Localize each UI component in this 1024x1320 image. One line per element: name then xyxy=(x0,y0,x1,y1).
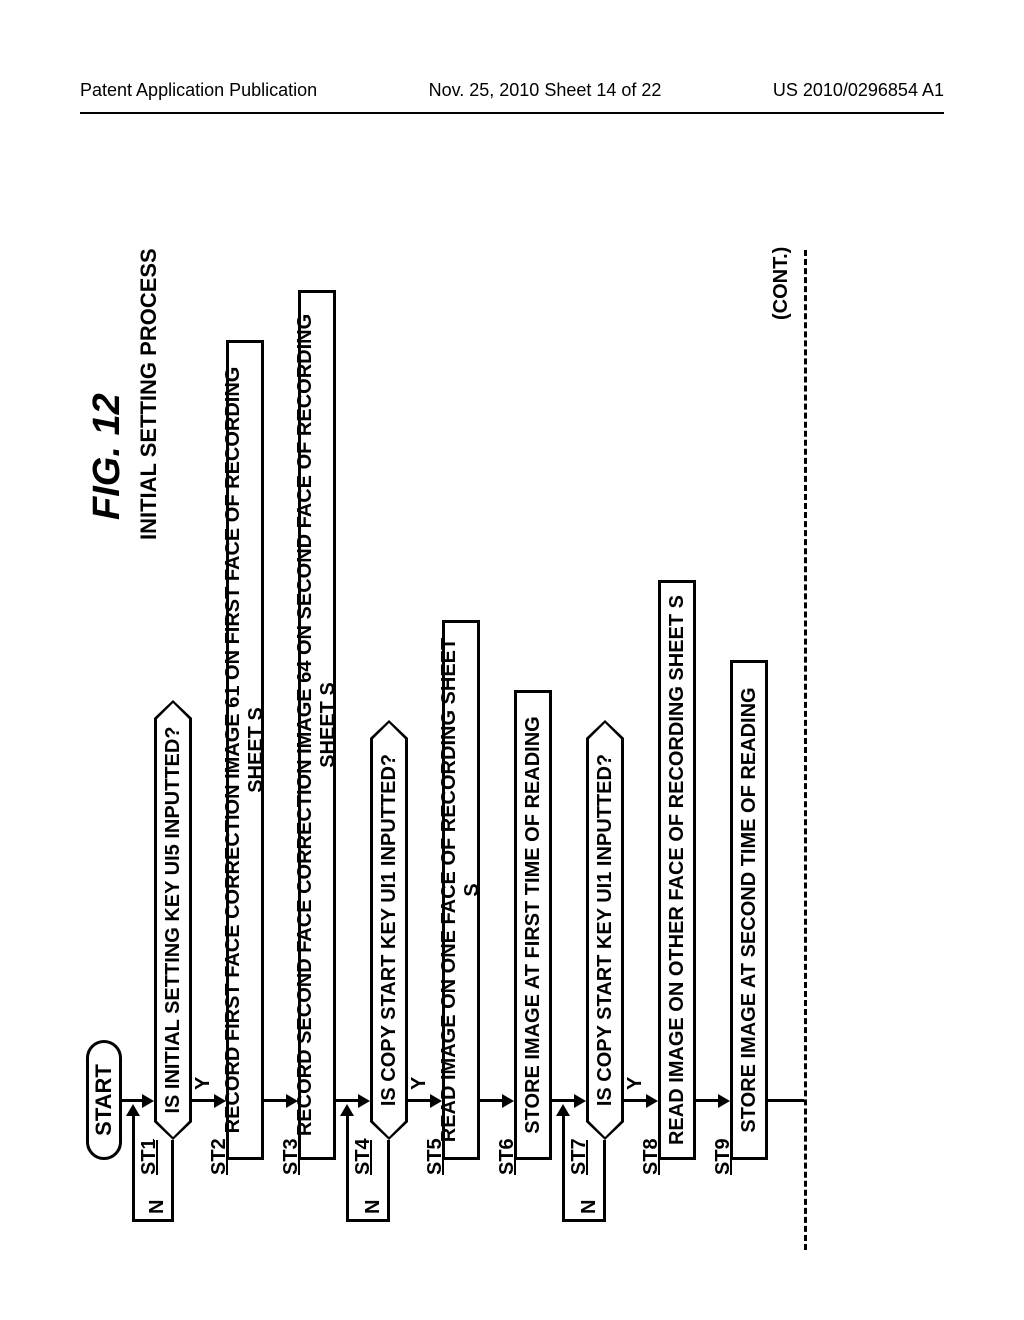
branch-y-st1: Y xyxy=(192,1077,215,1090)
connector xyxy=(387,1140,390,1222)
arrow-icon xyxy=(502,1094,514,1108)
arrow-icon xyxy=(358,1094,370,1108)
header-left: Patent Application Publication xyxy=(80,80,317,101)
decision-st7-text: IS COPY START KEY UI1 INPUTTED? xyxy=(594,754,617,1106)
connector xyxy=(552,1099,576,1102)
process-st9: STORE IMAGE AT SECOND TIME OF READING xyxy=(730,660,768,1160)
decision-st4-text: IS COPY START KEY UI1 INPUTTED? xyxy=(378,754,401,1106)
header-rule xyxy=(80,112,944,114)
connector xyxy=(171,1140,174,1222)
arrow-icon xyxy=(340,1104,354,1116)
step-label-st4: ST4 xyxy=(352,1138,375,1175)
connector xyxy=(336,1099,360,1102)
continuation-label: (CONT.) xyxy=(770,247,793,320)
decision-st1-text: IS INITIAL SETTING KEY UI5 INPUTTED? xyxy=(162,726,185,1113)
connector xyxy=(132,1114,135,1222)
figure-title: FIG. 12 xyxy=(86,393,129,520)
connector xyxy=(192,1099,216,1102)
process-st5-text: READ IMAGE ON ONE FACE OF RECORDING SHEE… xyxy=(438,633,484,1147)
start-label: START xyxy=(91,1064,117,1136)
branch-y-st4: Y xyxy=(408,1077,431,1090)
decision-st7: IS COPY START KEY UI1 INPUTTED? xyxy=(586,720,624,1140)
diagram-wrap: FIG. 12 INITIAL SETTING PROCESS START ST… xyxy=(80,180,944,1280)
connector xyxy=(562,1219,606,1222)
connector xyxy=(768,1099,804,1102)
process-st8: READ IMAGE ON OTHER FACE OF RECORDING SH… xyxy=(658,580,696,1160)
connector xyxy=(624,1099,648,1102)
connector xyxy=(264,1099,288,1102)
arrow-icon xyxy=(126,1104,140,1116)
connector xyxy=(346,1114,349,1222)
branch-n-st7: N xyxy=(578,1200,601,1214)
page-header: Patent Application Publication Nov. 25, … xyxy=(80,80,944,101)
step-label-st1: ST1 xyxy=(138,1138,161,1175)
flowchart: FIG. 12 INITIAL SETTING PROCESS START ST… xyxy=(80,180,944,1280)
connector xyxy=(408,1099,432,1102)
connector xyxy=(132,1219,174,1222)
header-right: US 2010/0296854 A1 xyxy=(773,80,944,101)
continuation-divider xyxy=(804,250,807,1250)
page: Patent Application Publication Nov. 25, … xyxy=(0,0,1024,1320)
arrow-icon xyxy=(142,1094,154,1108)
connector xyxy=(122,1099,144,1102)
process-st6: STORE IMAGE AT FIRST TIME OF READING xyxy=(514,690,552,1160)
start-terminal: START xyxy=(86,1040,122,1160)
connector xyxy=(346,1219,390,1222)
branch-y-st7: Y xyxy=(624,1077,647,1090)
connector xyxy=(480,1099,504,1102)
step-label-st7: ST7 xyxy=(568,1138,591,1175)
decision-st1: IS INITIAL SETTING KEY UI5 INPUTTED? xyxy=(154,700,192,1140)
decision-st4: IS COPY START KEY UI1 INPUTTED? xyxy=(370,720,408,1140)
arrow-icon xyxy=(556,1104,570,1116)
process-st2-text: RECORD FIRST FACE CORRECTION IMAGE 61 ON… xyxy=(222,353,268,1147)
branch-n-st4: N xyxy=(362,1200,385,1214)
arrow-icon xyxy=(718,1094,730,1108)
process-st9-text: STORE IMAGE AT SECOND TIME OF READING xyxy=(738,687,761,1132)
branch-n-st1: N xyxy=(146,1200,169,1214)
header-center: Nov. 25, 2010 Sheet 14 of 22 xyxy=(429,80,662,101)
connector xyxy=(562,1114,565,1222)
connector xyxy=(603,1140,606,1222)
process-st6-text: STORE IMAGE AT FIRST TIME OF READING xyxy=(522,716,545,1133)
arrow-icon xyxy=(646,1094,658,1108)
connector xyxy=(696,1099,720,1102)
process-st8-text: READ IMAGE ON OTHER FACE OF RECORDING SH… xyxy=(666,595,689,1145)
process-st3: RECORD SECOND FACE CORRECTION IMAGE 64 O… xyxy=(298,290,336,1160)
process-st5: READ IMAGE ON ONE FACE OF RECORDING SHEE… xyxy=(442,620,480,1160)
figure-subtitle: INITIAL SETTING PROCESS xyxy=(136,248,162,540)
process-st3-text: RECORD SECOND FACE CORRECTION IMAGE 64 O… xyxy=(294,303,340,1147)
arrow-icon xyxy=(574,1094,586,1108)
process-st2: RECORD FIRST FACE CORRECTION IMAGE 61 ON… xyxy=(226,340,264,1160)
